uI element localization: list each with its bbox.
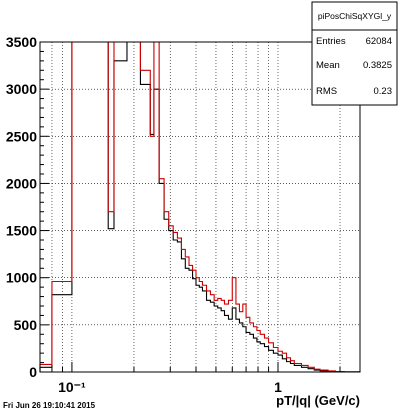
x-tick-label: 1 [274,379,282,395]
x-axis-title: pT/|q| (GeV/c) [276,393,360,408]
y-tick-label: 3000 [6,81,37,97]
series-lines [39,41,361,373]
y-tick-label: 3500 [6,34,37,50]
stats-entries-label: Entries [316,36,346,47]
stats-histogram-name: piPosChiSqXYGl_y [318,11,392,21]
y-tick-label: 0 [29,364,37,380]
y-tick-label: 500 [14,317,38,333]
plot-frame [39,41,361,373]
y-tick-label: 1000 [6,270,37,286]
footer-timestamp: Fri Jun 26 19:10:41 2015 [3,401,96,410]
stats-mean-value: 0.3825 [363,60,392,71]
stats-entries-value: 62084 [366,36,392,47]
axis-ticks [39,41,341,373]
stats-rms-label: RMS [316,86,337,97]
x-tick-labels: 10⁻¹ 1 [58,379,282,395]
series-line-black [39,41,361,373]
y-tick-label: 1500 [6,223,37,239]
x-tick-label: 10⁻¹ [58,379,86,395]
stats-mean-label: Mean [316,60,340,71]
series-line-red [39,41,361,373]
stats-box: piPosChiSqXYGl_y Entries 62084 Mean 0.38… [311,1,398,106]
stats-rms-value: 0.23 [374,86,393,97]
y-tick-label: 2000 [6,175,37,191]
y-tick-labels: 0 500 1000 1500 2000 2500 3000 3500 [6,34,37,380]
y-tick-label: 2500 [6,128,37,144]
